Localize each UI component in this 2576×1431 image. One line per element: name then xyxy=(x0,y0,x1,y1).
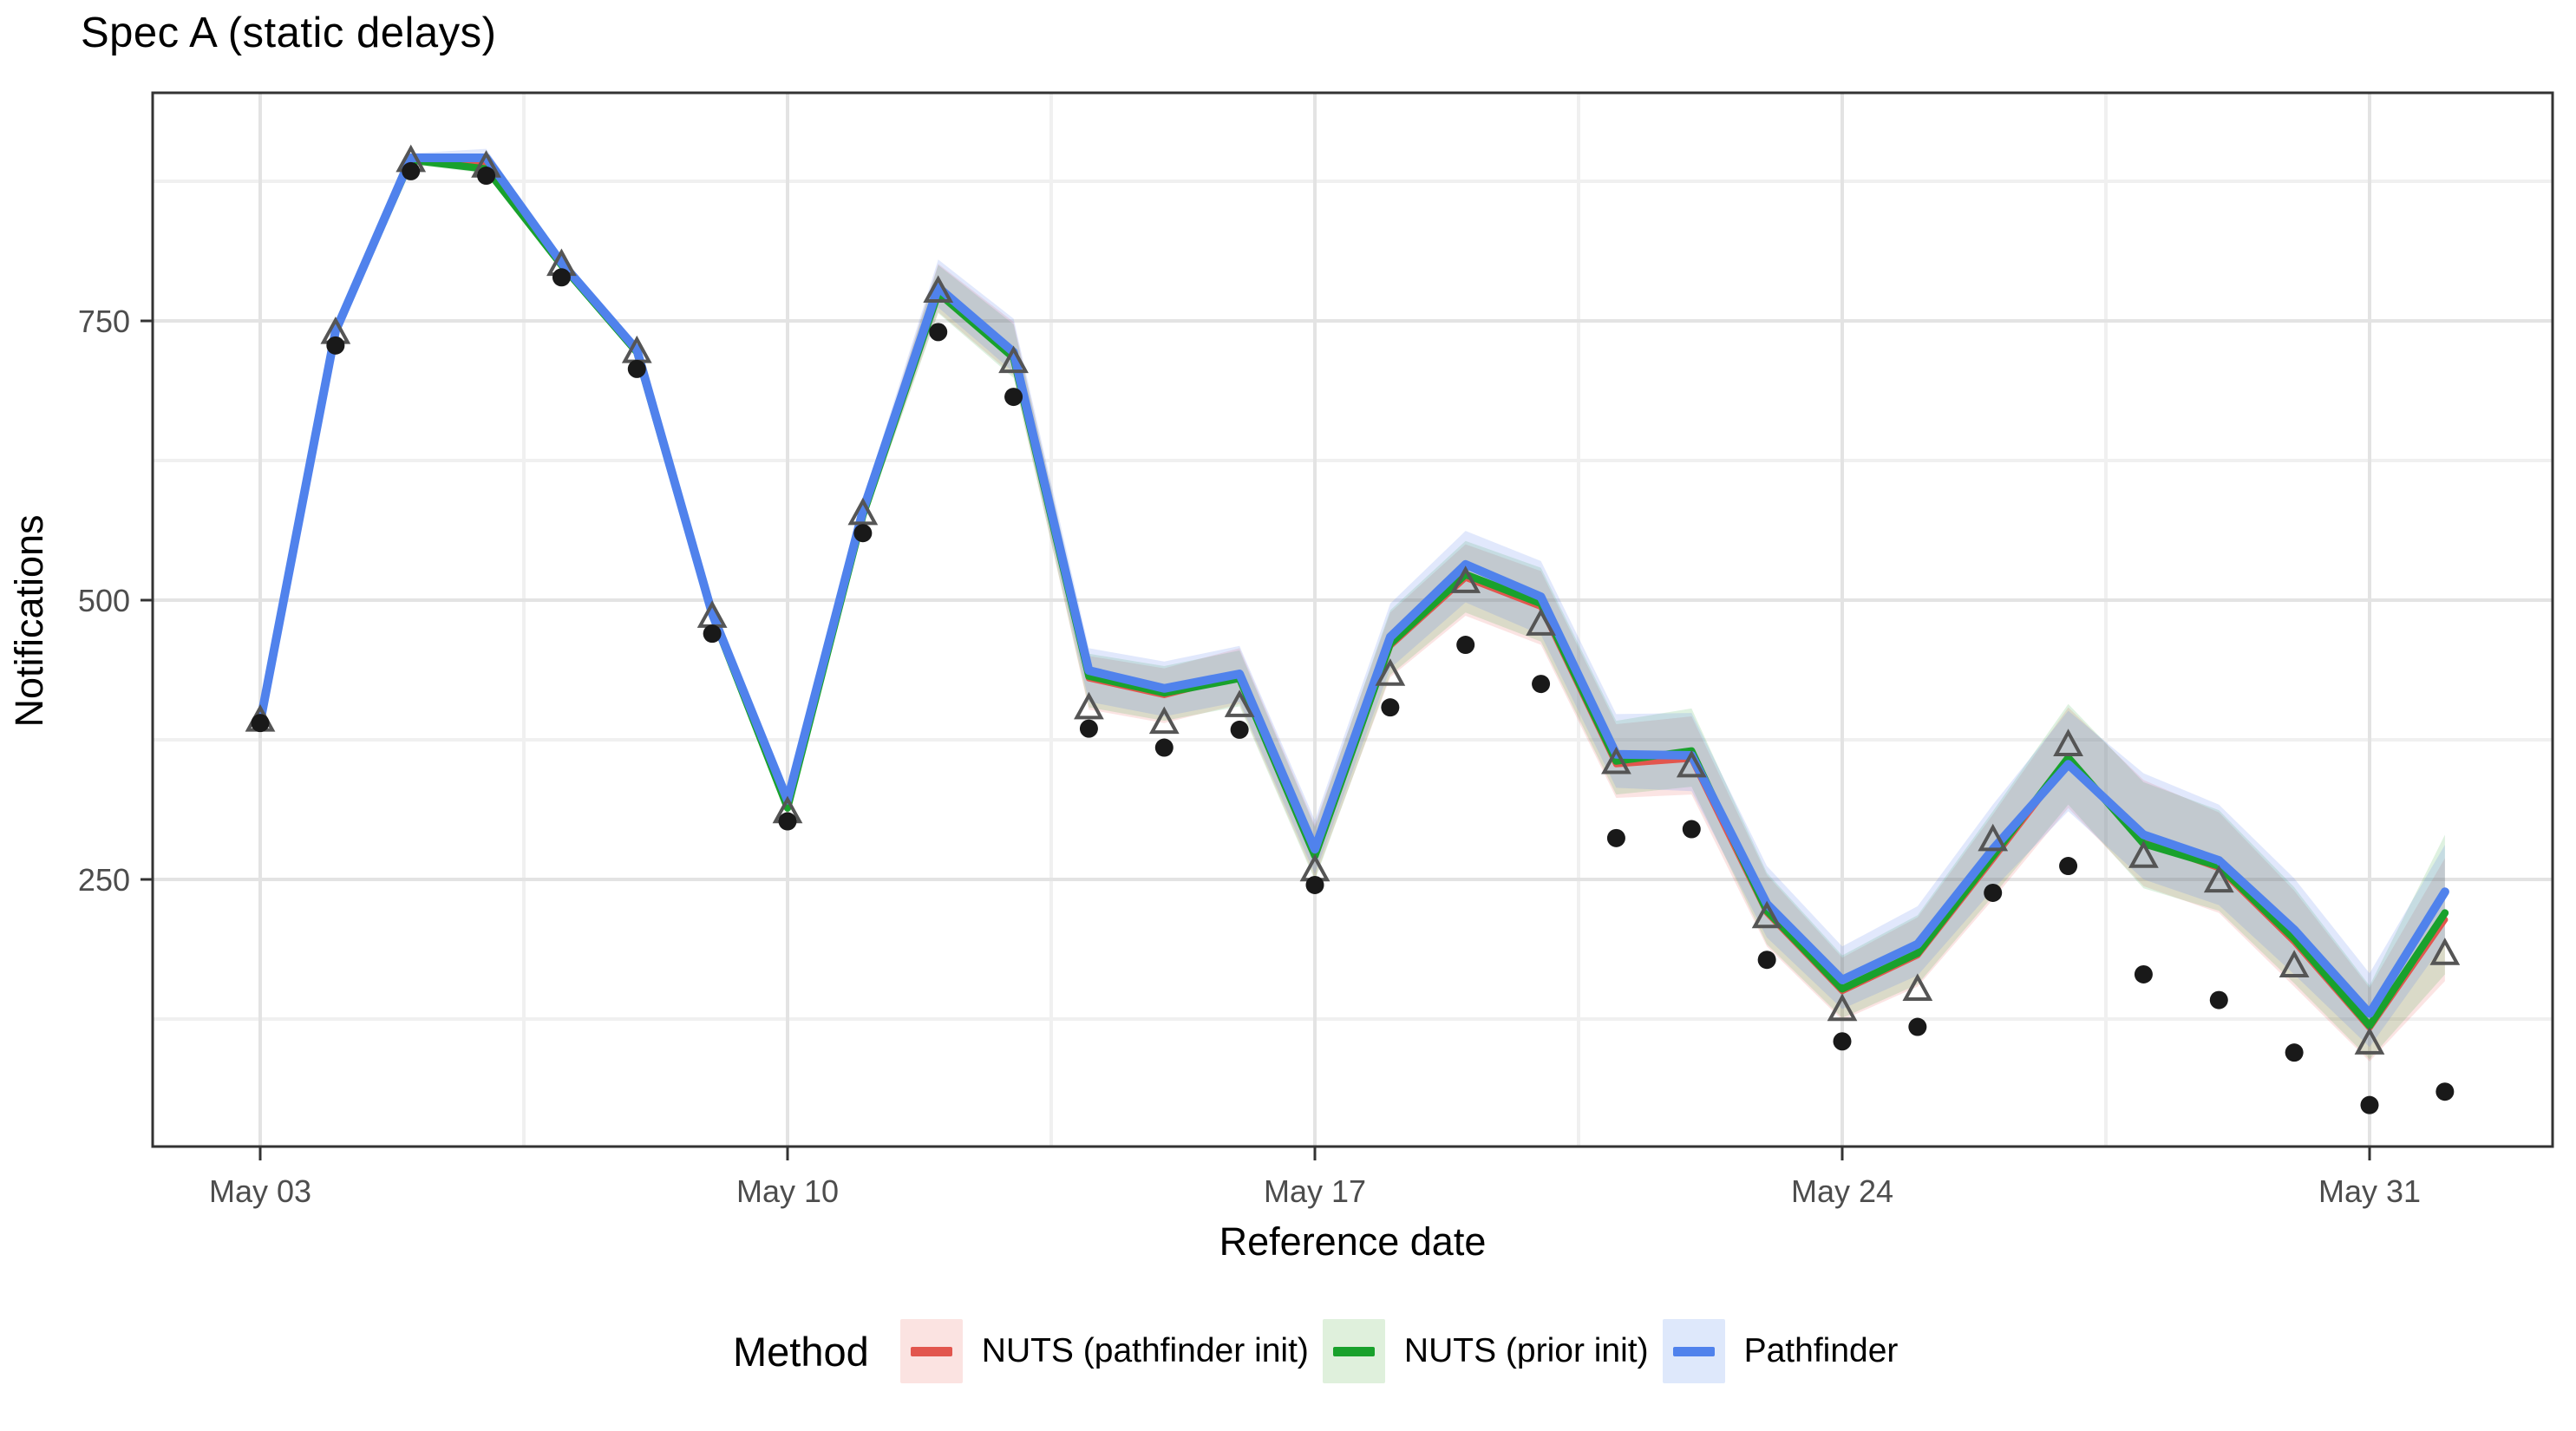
observed-dot xyxy=(402,161,421,180)
legend: Method NUTS (pathfinder init) NUTS (prio… xyxy=(733,1314,1898,1389)
observed-dot xyxy=(1004,388,1023,407)
observed-dot xyxy=(1230,720,1249,739)
observed-dot xyxy=(1908,1017,1927,1036)
x-tick-label: May 31 xyxy=(2318,1173,2421,1209)
observed-dot xyxy=(326,336,345,355)
method-lines xyxy=(256,154,2449,1031)
final-count-triangle xyxy=(1074,691,1104,720)
legend-item-pathfinder: Pathfinder xyxy=(1662,1319,1899,1383)
observed-dot xyxy=(1682,820,1701,839)
legend-line-icon xyxy=(910,1346,952,1356)
observed-dot xyxy=(2059,857,2078,876)
observed-dot xyxy=(2360,1095,2379,1114)
final-count-triangle xyxy=(1902,973,1933,1002)
observed-dot xyxy=(1532,675,1551,694)
observed-dot xyxy=(2435,1082,2455,1101)
final-count-triangle xyxy=(847,497,879,526)
observed-dot xyxy=(627,359,646,378)
final-count-triangle xyxy=(2429,938,2461,965)
observed-dot xyxy=(929,323,948,342)
x-tick-label: May 03 xyxy=(209,1173,311,1209)
observed-dot xyxy=(1757,951,1776,970)
legend-item-nuts-prior-init: NUTS (prior init) xyxy=(1322,1319,1649,1383)
observed-dot xyxy=(1305,875,1324,894)
observed-dot xyxy=(853,524,873,543)
final-count-triangle xyxy=(1450,565,1481,593)
final-count-triangle xyxy=(1978,823,2009,852)
legend-line-icon xyxy=(1332,1346,1375,1356)
line-pathfinder xyxy=(256,154,2449,1018)
x-tick-label: May 10 xyxy=(736,1173,839,1209)
legend-ribbon-swatch-icon xyxy=(1662,1319,1725,1383)
x-tick-label: May 24 xyxy=(1791,1173,1893,1209)
chart-title: Spec A (static delays) xyxy=(81,10,497,56)
legend-label: NUTS (pathfinder init) xyxy=(981,1332,1309,1369)
legend-label: Pathfinder xyxy=(1743,1332,1899,1369)
legend-line-icon xyxy=(1672,1346,1715,1356)
final-count-triangle xyxy=(1224,689,1255,717)
observed-dot xyxy=(552,268,571,287)
final-count-triangle xyxy=(1601,746,1631,774)
final-count-triangle xyxy=(1148,706,1180,735)
final-count-triangle xyxy=(1526,608,1556,636)
final-count-triangle xyxy=(923,275,954,304)
legend-title: Method xyxy=(733,1328,869,1375)
observed-dot xyxy=(1456,636,1475,655)
final-count-triangle xyxy=(2053,729,2083,756)
legend-label: NUTS (prior init) xyxy=(1403,1332,1649,1369)
legend-ribbon-swatch-icon xyxy=(1322,1319,1385,1383)
observed-dot xyxy=(1606,828,1625,847)
observed-dot xyxy=(778,812,797,831)
observed-dot xyxy=(477,167,496,186)
final-count-triangle xyxy=(1375,658,1406,686)
observed-dot xyxy=(2285,1043,2304,1062)
final-count-triangle xyxy=(2279,950,2310,977)
final-count-triangle xyxy=(2128,840,2159,868)
legend-item-nuts-pathfinder-init: NUTS (pathfinder init) xyxy=(899,1319,1309,1383)
observed-dot xyxy=(1984,883,2003,902)
observed-dot xyxy=(1079,719,1098,738)
observed-dot xyxy=(251,714,270,733)
legend-ribbon-swatch-icon xyxy=(899,1319,963,1383)
gridlines-major xyxy=(153,93,2553,1147)
final-count-triangle xyxy=(2203,865,2234,893)
final-count-triangle xyxy=(2354,1027,2385,1055)
final-count-triangle xyxy=(1751,900,1782,929)
observed-dot xyxy=(703,624,722,644)
final-count-triangle xyxy=(1676,749,1707,778)
observed-dot xyxy=(1833,1032,1852,1051)
final-count-triangle xyxy=(1827,993,1858,1022)
observed-dot xyxy=(1381,698,1400,717)
x-axis-title: Reference date xyxy=(1219,1219,1487,1264)
y-tick-label: 500 xyxy=(78,583,130,618)
observed-dot xyxy=(1154,738,1174,757)
axis-ticks-and-labels: 250 500 750 May 03 May 10 May 17 May 24 May 31 xyxy=(78,304,2421,1209)
y-tick-label: 250 xyxy=(78,862,130,898)
final-count-triangle xyxy=(998,345,1029,374)
observed-notifications-dots xyxy=(251,161,2455,1114)
observed-dot xyxy=(2134,964,2153,983)
panel-border xyxy=(151,91,2554,1148)
y-axis-title: Notifications xyxy=(7,514,51,728)
panel-background xyxy=(153,93,2553,1147)
x-tick-label: May 17 xyxy=(1264,1173,1366,1209)
observed-dot xyxy=(2209,990,2228,1010)
y-tick-label: 750 xyxy=(78,304,130,339)
